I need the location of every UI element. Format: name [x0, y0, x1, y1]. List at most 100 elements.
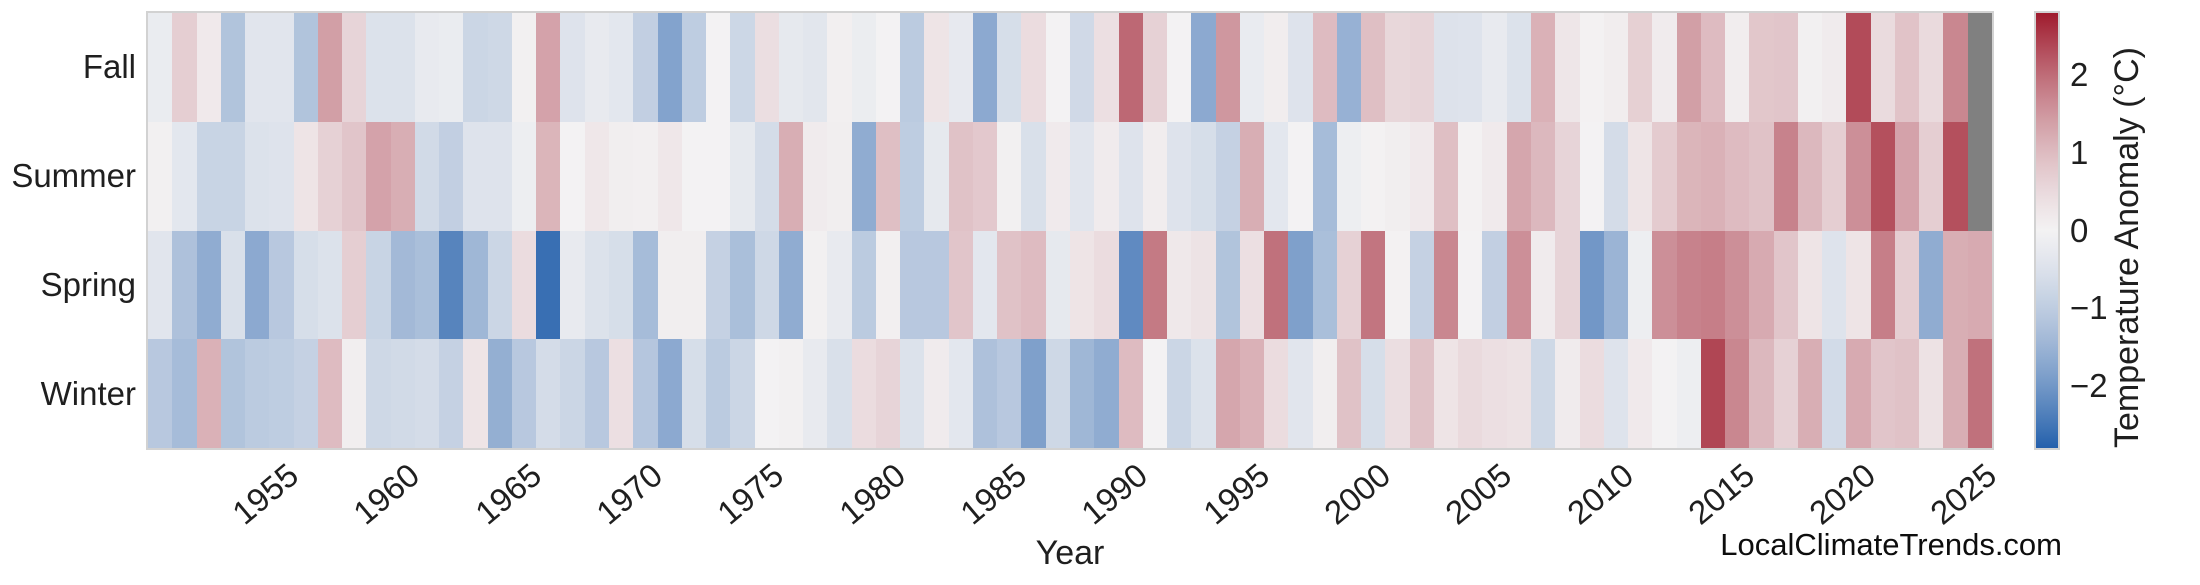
heatmap-cell: [1215, 121, 1240, 231]
heatmap-cell: [1094, 13, 1119, 122]
heatmap-cell: [1506, 121, 1531, 231]
heatmap-cell: [366, 13, 391, 122]
heatmap-cell: [1215, 339, 1240, 448]
heatmap-cell: [948, 121, 973, 231]
heatmap-cell: [900, 230, 925, 340]
heatmap-cell: [1167, 230, 1192, 340]
heatmap-cell: [269, 339, 294, 448]
heatmap-cell: [1506, 230, 1531, 340]
x-tick-label-1990: 1990: [1074, 456, 1155, 532]
heatmap-cell: [609, 121, 634, 231]
x-tick-label-1960: 1960: [346, 456, 427, 532]
heatmap-cell: [803, 13, 828, 122]
heatmap-cell: [487, 13, 512, 122]
heatmap-cell: [924, 121, 949, 231]
heatmap-cell: [997, 13, 1022, 122]
heatmap-cell: [1822, 121, 1847, 231]
heatmap-cell: [1312, 121, 1337, 231]
heatmap-cell: [390, 121, 415, 231]
heatmap-cell: [1628, 121, 1653, 231]
x-tick-label-1995: 1995: [1195, 456, 1276, 532]
x-tick-label-2020: 2020: [1802, 456, 1883, 532]
heatmap-cell: [730, 121, 755, 231]
heatmap-cell: [827, 230, 852, 340]
heatmap-cell: [754, 230, 779, 340]
heatmap-cell: [1045, 121, 1070, 231]
heatmap-cell: [1894, 230, 1920, 340]
heatmap-cell: [803, 339, 828, 448]
heatmap-cell: [1361, 121, 1386, 231]
heatmap-cell: [1749, 121, 1774, 231]
heatmap-cell: [1773, 13, 1798, 122]
heatmap-cell: [1725, 230, 1750, 340]
heatmap-cell: [390, 339, 415, 448]
heatmap-cell: [1070, 121, 1095, 231]
heatmap-cell: [1603, 339, 1629, 448]
heatmap-cell: [609, 13, 634, 122]
heatmap-cell: [1482, 121, 1507, 231]
heatmap-cell: [1603, 13, 1629, 122]
heatmap-cell: [1385, 13, 1410, 122]
x-tick-label-1955: 1955: [225, 456, 306, 532]
heatmap-cell: [1409, 339, 1434, 448]
heatmap-cell: [1919, 121, 1944, 231]
heatmap-cell: [778, 230, 804, 340]
heatmap-cell: [730, 13, 755, 122]
x-tick-label-2010: 2010: [1559, 456, 1640, 532]
heatmap-cell: [900, 339, 925, 448]
heatmap-cell: [657, 121, 682, 231]
heatmap-cell: [1385, 121, 1410, 231]
heatmap-cell: [196, 121, 221, 231]
heatmap-cell: [1021, 230, 1046, 340]
heatmap-cell: [1167, 339, 1192, 448]
heatmap-cell: [1967, 339, 1992, 448]
heatmap-cell: [778, 121, 804, 231]
heatmap-cell: [1288, 13, 1313, 122]
heatmap-cell: [1603, 121, 1629, 231]
heatmap-cell: [972, 13, 998, 122]
heatmap-cell: [487, 230, 512, 340]
heatmap-cell: [511, 13, 537, 122]
heatmap-cell: [536, 230, 561, 340]
heatmap-cell: [1725, 121, 1750, 231]
heatmap-cell: [148, 121, 173, 231]
heatmap-cell: [778, 339, 804, 448]
heatmap-cell: [1336, 230, 1362, 340]
heatmap-cell: [1021, 13, 1046, 122]
heatmap-cell: [511, 339, 537, 448]
heatmap-cell: [1579, 339, 1604, 448]
heatmap-cell: [439, 121, 464, 231]
heatmap-cell: [1312, 339, 1337, 448]
heatmap-cell: [1070, 13, 1095, 122]
heatmap-cell: [414, 339, 440, 448]
heatmap-cell: [196, 230, 221, 340]
heatmap-cell: [1652, 230, 1677, 340]
heatmap-cell: [414, 121, 440, 231]
heatmap-cell: [1676, 121, 1701, 231]
heatmap-cell: [1336, 13, 1362, 122]
heatmap-cell: [1045, 13, 1070, 122]
heatmap-cell: [220, 121, 246, 231]
heatmap-cell: [1919, 339, 1944, 448]
heatmap-cell: [1045, 230, 1070, 340]
x-tick-label-1970: 1970: [589, 456, 670, 532]
heatmap-cell: [1749, 230, 1774, 340]
heatmap-cell: [1870, 121, 1895, 231]
heatmap-cell: [1894, 13, 1920, 122]
heatmap-cell: [1676, 339, 1701, 448]
heatmap-cell: [633, 339, 658, 448]
heatmap-cell: [414, 13, 440, 122]
heatmap-cell: [366, 121, 391, 231]
heatmap-cell: [1191, 13, 1216, 122]
heatmap-cell: [293, 339, 318, 448]
heatmap-cell: [997, 339, 1022, 448]
heatmap-cell: [511, 121, 537, 231]
heatmap-cell: [536, 13, 561, 122]
heatmap-cell: [1797, 13, 1823, 122]
heatmap-cell: [681, 121, 707, 231]
heatmap-cell: [584, 121, 609, 231]
heatmap-cell: [560, 230, 585, 340]
heatmap-cell: [1652, 13, 1677, 122]
heatmap-cell: [560, 339, 585, 448]
heatmap-cell: [1118, 13, 1143, 122]
